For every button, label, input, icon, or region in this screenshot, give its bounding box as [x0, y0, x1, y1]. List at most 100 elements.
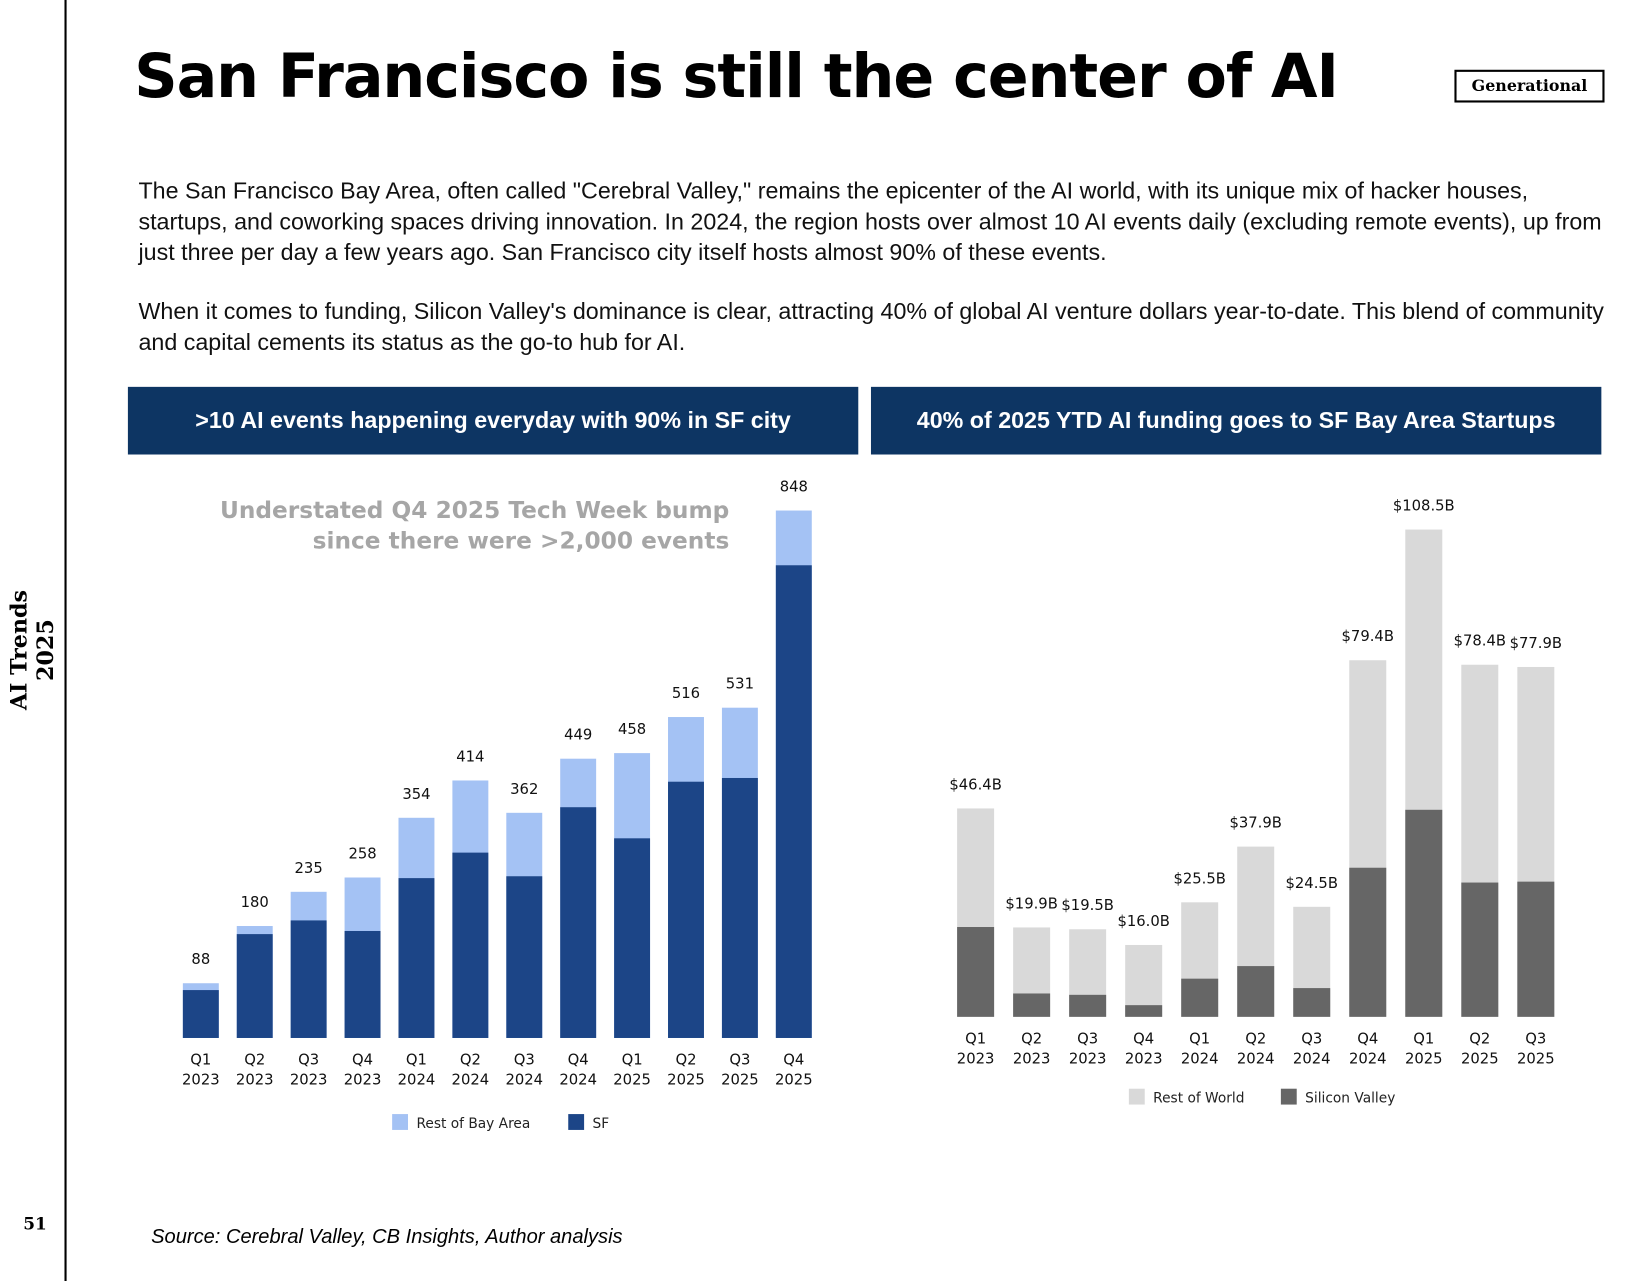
x-tick-label: Q3 — [298, 1051, 319, 1068]
x-tick-label: 2024 — [1293, 1050, 1331, 1067]
bar-sf — [182, 990, 219, 1038]
data-label: $24.5B — [1286, 875, 1338, 892]
events-chart-header: >10 AI events happening everyday with 90… — [127, 386, 859, 455]
x-tick-label: 2023 — [1125, 1050, 1163, 1067]
data-label: 258 — [348, 845, 376, 862]
x-tick-label: Q4 — [1133, 1030, 1154, 1047]
x-tick-label: 2025 — [1517, 1050, 1555, 1067]
x-tick-label: Q3 — [514, 1051, 535, 1068]
x-tick-label: 2023 — [290, 1071, 328, 1088]
legend-label: Rest of World — [1153, 1090, 1244, 1106]
x-tick-label: Q4 — [1357, 1030, 1378, 1047]
bar-sf — [290, 920, 327, 1038]
x-tick-label: 2023 — [957, 1050, 995, 1067]
x-tick-label: 2023 — [1013, 1050, 1051, 1067]
data-label: $25.5B — [1173, 870, 1225, 887]
funding-chart-header: 40% of 2025 YTD AI funding goes to SF Ba… — [870, 386, 1602, 455]
x-tick-label: 2025 — [613, 1071, 651, 1088]
bar-silicon-valley — [1069, 994, 1107, 1017]
x-tick-label: Q4 — [783, 1051, 804, 1068]
x-tick-label: 2025 — [721, 1071, 759, 1088]
x-tick-label: Q3 — [1301, 1030, 1322, 1047]
data-label: 235 — [295, 860, 323, 877]
bar-sf — [614, 838, 651, 1038]
x-tick-label: Q2 — [460, 1051, 481, 1068]
data-label: $37.9B — [1229, 815, 1281, 832]
x-tick-label: 2024 — [505, 1071, 543, 1088]
bar-sf — [506, 876, 543, 1038]
data-label: $78.4B — [1454, 633, 1506, 650]
x-tick-label: 2025 — [1461, 1050, 1499, 1067]
x-tick-label: 2025 — [667, 1071, 705, 1088]
data-label: $19.9B — [1005, 895, 1057, 912]
chart-annotation: since there were >2,000 events — [313, 528, 730, 555]
bar-silicon-valley — [1013, 993, 1051, 1017]
data-label: $77.9B — [1510, 635, 1562, 652]
data-label: $16.0B — [1117, 913, 1169, 930]
x-tick-label: Q1 — [406, 1051, 427, 1068]
data-label: $46.4B — [949, 776, 1001, 793]
bar-silicon-valley — [1237, 966, 1275, 1017]
bar-silicon-valley — [1181, 978, 1219, 1017]
bar-sf — [344, 930, 381, 1038]
legend-swatch — [568, 1114, 585, 1130]
x-tick-label: Q1 — [190, 1051, 211, 1068]
legend-swatch — [1128, 1088, 1145, 1105]
x-tick-label: Q2 — [1245, 1030, 1266, 1047]
data-label: 531 — [726, 676, 754, 693]
x-tick-label: 2024 — [1349, 1050, 1387, 1067]
data-label: 362 — [510, 781, 538, 798]
x-tick-label: 2023 — [236, 1071, 274, 1088]
page-number: 51 — [23, 1213, 47, 1234]
x-tick-label: Q2 — [244, 1051, 265, 1068]
data-label: $79.4B — [1342, 628, 1394, 645]
bar-sf — [236, 934, 273, 1038]
x-tick-label: 2024 — [559, 1071, 597, 1088]
data-label: 449 — [564, 727, 592, 744]
bar-silicon-valley — [1125, 1005, 1163, 1017]
data-label: $19.5B — [1061, 897, 1113, 914]
x-tick-label: Q2 — [1469, 1030, 1490, 1047]
data-label: 180 — [241, 894, 269, 911]
x-tick-label: 2024 — [1237, 1050, 1275, 1067]
brand-logo: Generational — [1454, 69, 1605, 103]
legend-label: Rest of Bay Area — [416, 1116, 530, 1132]
bar-silicon-valley — [1349, 867, 1387, 1017]
x-tick-label: Q1 — [965, 1030, 986, 1047]
bar-sf — [775, 565, 812, 1038]
bar-sf — [560, 807, 597, 1038]
source-note: Source: Cerebral Valley, CB Insights, Au… — [151, 1226, 623, 1249]
x-tick-label: Q3 — [1077, 1030, 1098, 1047]
x-tick-label: Q4 — [568, 1051, 589, 1068]
data-label: 88 — [191, 951, 210, 968]
x-tick-label: Q1 — [1413, 1030, 1434, 1047]
data-label: 516 — [672, 685, 700, 702]
bar-sf — [398, 878, 435, 1038]
data-label: 414 — [456, 748, 484, 765]
x-tick-label: 2025 — [1405, 1050, 1443, 1067]
bar-sf — [452, 852, 489, 1038]
bar-sf — [721, 777, 758, 1038]
x-tick-label: 2025 — [775, 1071, 813, 1088]
x-tick-label: 2024 — [452, 1071, 490, 1088]
bar-sf — [668, 781, 704, 1038]
paragraph-1: The San Francisco Bay Area, often called… — [138, 177, 1602, 266]
x-tick-label: Q1 — [1189, 1030, 1210, 1047]
bar-silicon-valley — [1405, 809, 1443, 1017]
x-tick-label: Q2 — [1021, 1030, 1042, 1047]
x-tick-label: 2023 — [1069, 1050, 1107, 1067]
paragraph-2: When it comes to funding, Silicon Valley… — [138, 298, 1604, 356]
data-label: 458 — [618, 721, 646, 738]
x-tick-label: Q3 — [1525, 1030, 1546, 1047]
bar-rest-of-world — [1125, 944, 1163, 1017]
legend-label: SF — [593, 1116, 610, 1132]
bar-silicon-valley — [1461, 882, 1499, 1017]
legend-swatch — [1280, 1088, 1297, 1105]
legend-swatch — [392, 1114, 409, 1130]
x-tick-label: Q3 — [729, 1051, 750, 1068]
data-label: 354 — [402, 786, 430, 803]
x-tick-label: Q4 — [352, 1051, 373, 1068]
bar-silicon-valley — [1293, 988, 1331, 1017]
